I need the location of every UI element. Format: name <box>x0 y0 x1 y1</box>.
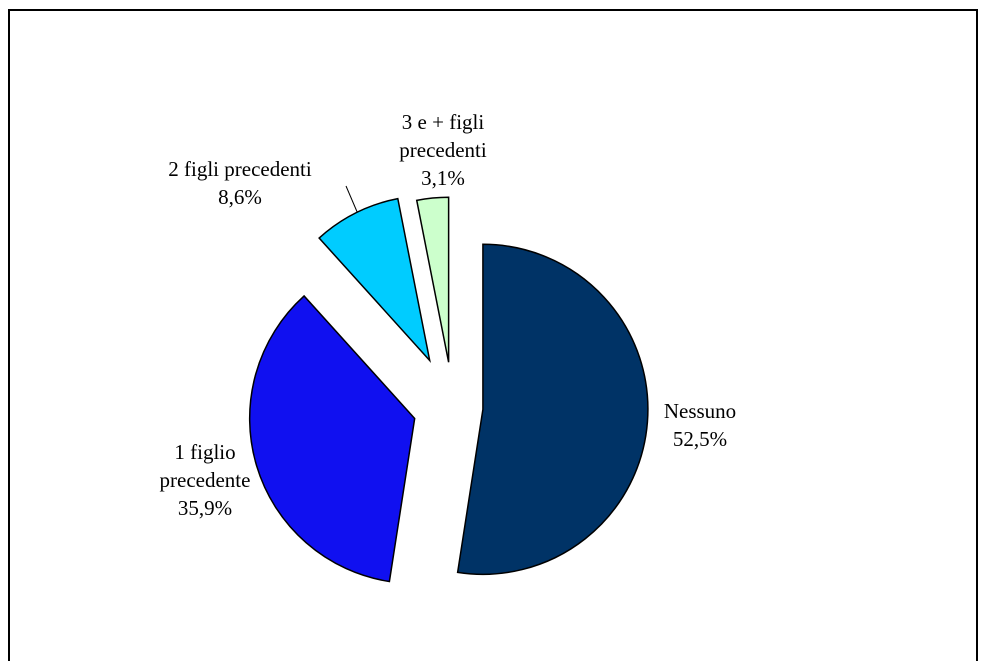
pie-slice <box>456 243 649 576</box>
value-label: 35,9% <box>177 496 233 520</box>
pie-slice <box>248 294 416 583</box>
value-label: 52,5% <box>672 427 728 451</box>
slice-label: 1 figlio precedente 35,9% <box>135 438 275 522</box>
slice-label: 3 e + figli precedenti 3,1% <box>378 108 508 192</box>
category-label: Nessuno <box>663 399 737 423</box>
value-label: 8,6% <box>218 185 262 209</box>
pie-slice <box>415 196 450 363</box>
chart-frame <box>8 9 978 661</box>
category-label: 1 figlio precedente <box>159 440 251 492</box>
slice-label: Nessuno 52,5% <box>645 397 755 453</box>
pie-slice <box>318 197 431 364</box>
value-label: 3,1% <box>421 166 465 190</box>
category-label: 2 figli precedenti <box>168 157 312 181</box>
slice-label: 2 figli precedenti 8,6% <box>130 155 350 211</box>
category-label: 3 e + figli precedenti <box>399 110 487 162</box>
